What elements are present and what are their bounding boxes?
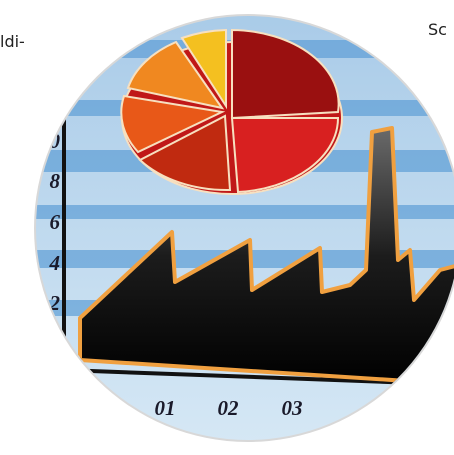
y-label: 8 <box>50 169 61 193</box>
text-fragment: Sc <box>428 20 447 39</box>
text-fragment: ldi- <box>0 32 25 51</box>
x-label: 00 <box>90 396 112 420</box>
y-label: 4 <box>49 251 61 275</box>
y-label: 2 <box>49 81 61 105</box>
x-label: 01 <box>155 396 176 420</box>
y-label: 6 <box>50 210 61 234</box>
x-label: 03 <box>282 396 303 420</box>
x-label: 02 <box>218 396 240 420</box>
y-label: 0 <box>50 331 61 355</box>
y-label: 2 <box>49 291 61 315</box>
